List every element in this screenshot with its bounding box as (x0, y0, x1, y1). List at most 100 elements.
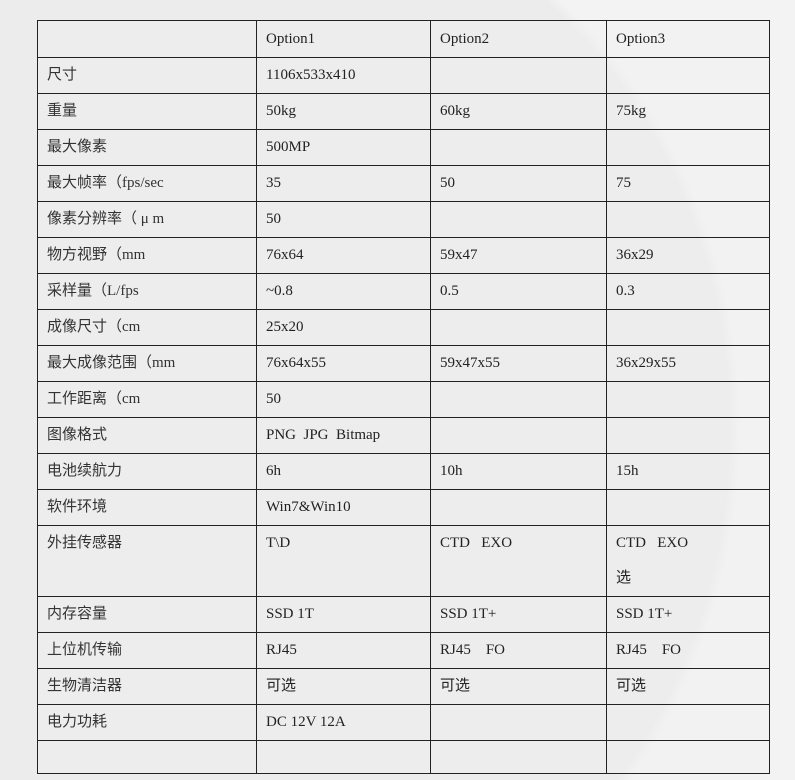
value-cell (606, 57, 770, 94)
value-cell (430, 740, 607, 774)
value-cell (606, 704, 770, 741)
table-row: 最大像素 500MP (37, 129, 770, 166)
row-label-cell: 尺寸 (37, 57, 257, 94)
table-row: 图像格式 PNG JPG Bitmap (37, 417, 770, 454)
row-label-cell: 工作距离（cm (37, 381, 257, 418)
table-row: 重量 50kg 60kg 75kg (37, 93, 770, 130)
table-row: 上位机传输 RJ45 RJ45 FO RJ45 FO (37, 632, 770, 669)
row-label-cell: 重量 (37, 93, 257, 130)
value-cell: 76x64 (256, 237, 431, 274)
value-cell: 可选 (606, 668, 770, 705)
row-label-cell: 图像格式 (37, 417, 257, 454)
value-cell (430, 489, 607, 526)
row-label-cell: 外挂传感器 (37, 525, 257, 597)
row-label-cell: 内存容量 (37, 596, 257, 633)
value-cell: SSD 1T (256, 596, 431, 633)
value-cell: 15h (606, 453, 770, 490)
table-row: 电池续航力 6h 10h 15h (37, 453, 770, 490)
table-row: 软件环境 Win7&Win10 (37, 489, 770, 526)
value-cell: 6h (256, 453, 431, 490)
value-cell: 75 (606, 165, 770, 202)
value-cell: DC 12V 12A (256, 704, 431, 741)
value-cell (606, 129, 770, 166)
row-label-cell: 上位机传输 (37, 632, 257, 669)
row-label-cell (37, 740, 257, 774)
value-cell: 10h (430, 453, 607, 490)
value-cell: 0.3 (606, 273, 770, 310)
value-cell: 76x64x55 (256, 345, 431, 382)
table-row: 采样量（L/fps ~0.8 0.5 0.3 (37, 273, 770, 310)
value-cell (606, 309, 770, 346)
row-label-cell: 物方视野（mm (37, 237, 257, 274)
value-cell (430, 704, 607, 741)
value-cell: 1106x533x410 (256, 57, 431, 94)
table-row: 物方视野（mm 76x64 59x47 36x29 (37, 237, 770, 274)
table-row: 生物清洁器 可选 可选 可选 (37, 668, 770, 705)
header-cell (37, 20, 257, 58)
value-cell: RJ45 FO (606, 632, 770, 669)
table-row: 工作距离（cm 50 (37, 381, 770, 418)
row-label-cell: 生物清洁器 (37, 668, 257, 705)
value-cell: CTD EXO 选 (606, 525, 770, 597)
value-cell: ~0.8 (256, 273, 431, 310)
row-label-cell: 最大像素 (37, 129, 257, 166)
row-label-cell: 最大帧率（fps/sec (37, 165, 257, 202)
value-cell: 35 (256, 165, 431, 202)
value-cell: 75kg (606, 93, 770, 130)
row-label-cell: 软件环境 (37, 489, 257, 526)
value-cell: 59x47x55 (430, 345, 607, 382)
value-cell (606, 417, 770, 454)
value-cell: 59x47 (430, 237, 607, 274)
value-cell: 50kg (256, 93, 431, 130)
value-cell: Win7&Win10 (256, 489, 431, 526)
value-cell (606, 489, 770, 526)
table-header-row: Option1 Option2 Option3 (37, 20, 770, 58)
spec-table: Option1 Option2 Option3 尺寸 1106x533x410 重量… (37, 20, 770, 774)
row-label-cell: 像素分辨率（ μ m (37, 201, 257, 238)
value-cell: 36x29 (606, 237, 770, 274)
value-cell: SSD 1T+ (606, 596, 770, 633)
table-row (37, 740, 770, 774)
table-row: 内存容量 SSD 1T SSD 1T+ SSD 1T+ (37, 596, 770, 633)
value-cell: 50 (256, 201, 431, 238)
value-cell: SSD 1T+ (430, 596, 607, 633)
value-cell: 50 (430, 165, 607, 202)
table-row: 尺寸 1106x533x410 (37, 57, 770, 94)
table-row: 最大成像范围（mm 76x64x55 59x47x55 36x29x55 (37, 345, 770, 382)
value-cell (430, 381, 607, 418)
value-cell: RJ45 (256, 632, 431, 669)
table-row: 成像尺寸（cm 25x20 (37, 309, 770, 346)
value-cell: 36x29x55 (606, 345, 770, 382)
value-cell: 500MP (256, 129, 431, 166)
value-cell (430, 201, 607, 238)
value-cell (430, 57, 607, 94)
value-cell: RJ45 FO (430, 632, 607, 669)
row-label-cell: 电池续航力 (37, 453, 257, 490)
value-cell: 可选 (256, 668, 431, 705)
value-cell (606, 740, 770, 774)
row-label-cell: 电力功耗 (37, 704, 257, 741)
table-row: 电力功耗 DC 12V 12A (37, 704, 770, 741)
row-label-cell: 最大成像范围（mm (37, 345, 257, 382)
value-cell: 60kg (430, 93, 607, 130)
value-cell (430, 417, 607, 454)
header-cell: Option1 (256, 20, 431, 58)
table-row: 外挂传感器 T\D CTD EXO CTD EXO 选 (37, 525, 770, 597)
header-cell: Option2 (430, 20, 607, 58)
value-cell: 0.5 (430, 273, 607, 310)
row-label-cell: 成像尺寸（cm (37, 309, 257, 346)
value-cell (430, 309, 607, 346)
table-row: 最大帧率（fps/sec 35 50 75 (37, 165, 770, 202)
table-row: 像素分辨率（ μ m 50 (37, 201, 770, 238)
value-cell (606, 381, 770, 418)
value-cell: CTD EXO (430, 525, 607, 597)
value-cell: 50 (256, 381, 431, 418)
row-label-cell: 采样量（L/fps (37, 273, 257, 310)
value-cell: T\D (256, 525, 431, 597)
value-cell (430, 129, 607, 166)
value-cell: PNG JPG Bitmap (256, 417, 431, 454)
value-cell: 25x20 (256, 309, 431, 346)
header-cell: Option3 (606, 20, 770, 58)
value-cell (256, 740, 431, 774)
value-cell (606, 201, 770, 238)
